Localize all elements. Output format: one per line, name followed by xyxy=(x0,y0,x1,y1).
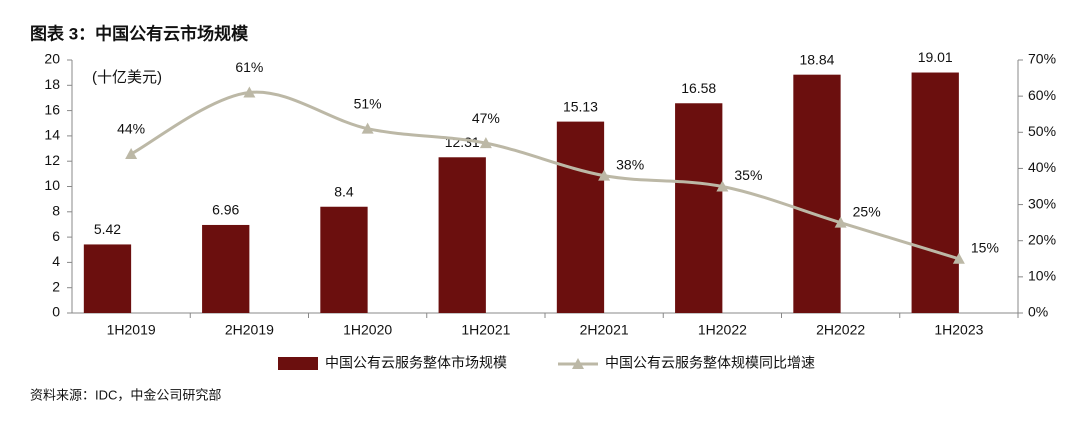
y-tick-label: 10 xyxy=(44,177,60,193)
bar xyxy=(675,103,723,313)
y-tick-label: 18 xyxy=(44,76,60,92)
x-tick-label: 1H2023 xyxy=(934,322,983,338)
bar-value-label: 16.58 xyxy=(681,80,716,96)
bar xyxy=(438,157,486,313)
y-tick-label: 14 xyxy=(44,127,60,143)
line-value-label: 38% xyxy=(616,156,644,172)
bar-value-label: 15.13 xyxy=(563,98,598,114)
line-value-label: 35% xyxy=(734,167,762,183)
bar xyxy=(911,72,959,313)
y2-tick-label: 70% xyxy=(1028,51,1056,67)
y-tick-label: 6 xyxy=(52,228,60,244)
x-tick-label: 2H2022 xyxy=(816,322,865,338)
y2-tick-label: 60% xyxy=(1028,87,1056,103)
y2-tick-label: 10% xyxy=(1028,268,1056,284)
line-value-label: 25% xyxy=(853,203,881,219)
source-note: 资料来源：IDC，中金公司研究部 xyxy=(30,387,221,402)
line-value-label: 15% xyxy=(971,239,999,255)
legend-swatch-bar xyxy=(278,357,318,370)
legend-label: 中国公有云服务整体市场规模 xyxy=(325,355,507,371)
line-marker xyxy=(125,147,138,159)
y-tick-label: 20 xyxy=(44,51,60,67)
line-marker xyxy=(479,137,492,149)
x-tick-label: 1H2019 xyxy=(107,322,156,338)
line-marker xyxy=(243,86,256,98)
y-tick-label: 2 xyxy=(52,278,60,294)
y-axis-unit: (十亿美元) xyxy=(92,69,162,86)
line-value-label: 47% xyxy=(472,110,500,126)
line-marker xyxy=(834,216,847,228)
x-tick-label: 2H2021 xyxy=(580,322,629,338)
legend-label: 中国公有云服务整体规模同比增速 xyxy=(605,355,815,371)
y-tick-label: 12 xyxy=(44,152,60,168)
y-tick-label: 16 xyxy=(44,101,60,117)
line-marker xyxy=(952,252,965,264)
y-tick-label: 0 xyxy=(52,304,60,320)
line-value-label: 61% xyxy=(235,59,263,75)
chart-title: 图表 3：中国公有云市场规模 xyxy=(30,23,249,43)
bar xyxy=(202,224,250,313)
line-marker xyxy=(598,169,611,181)
y2-tick-label: 30% xyxy=(1028,195,1056,211)
line-marker xyxy=(716,180,729,192)
bar-value-label: 8.4 xyxy=(334,183,354,199)
line-marker xyxy=(361,122,374,134)
bar xyxy=(320,206,368,313)
bar xyxy=(793,74,841,313)
y-tick-label: 8 xyxy=(52,203,60,219)
x-tick-label: 1H2021 xyxy=(461,322,510,338)
y2-tick-label: 0% xyxy=(1028,304,1048,320)
bar-value-label: 18.84 xyxy=(799,51,834,67)
y2-tick-label: 40% xyxy=(1028,159,1056,175)
x-tick-label: 1H2020 xyxy=(343,322,392,338)
y2-tick-label: 20% xyxy=(1028,231,1056,247)
x-tick-label: 1H2022 xyxy=(698,322,747,338)
bar xyxy=(83,244,132,313)
bar-value-label: 6.96 xyxy=(212,202,239,218)
line xyxy=(130,90,960,261)
bar xyxy=(556,121,605,313)
x-tick-label: 2H2019 xyxy=(225,322,274,338)
y2-tick-label: 50% xyxy=(1028,123,1056,139)
y-tick-label: 4 xyxy=(52,253,60,269)
bar-value-label: 5.42 xyxy=(94,221,121,237)
legend-swatch-marker xyxy=(572,358,584,369)
bar-value-label: 19.01 xyxy=(918,49,953,65)
line-value-label: 44% xyxy=(117,121,145,137)
line-value-label: 51% xyxy=(354,95,382,111)
